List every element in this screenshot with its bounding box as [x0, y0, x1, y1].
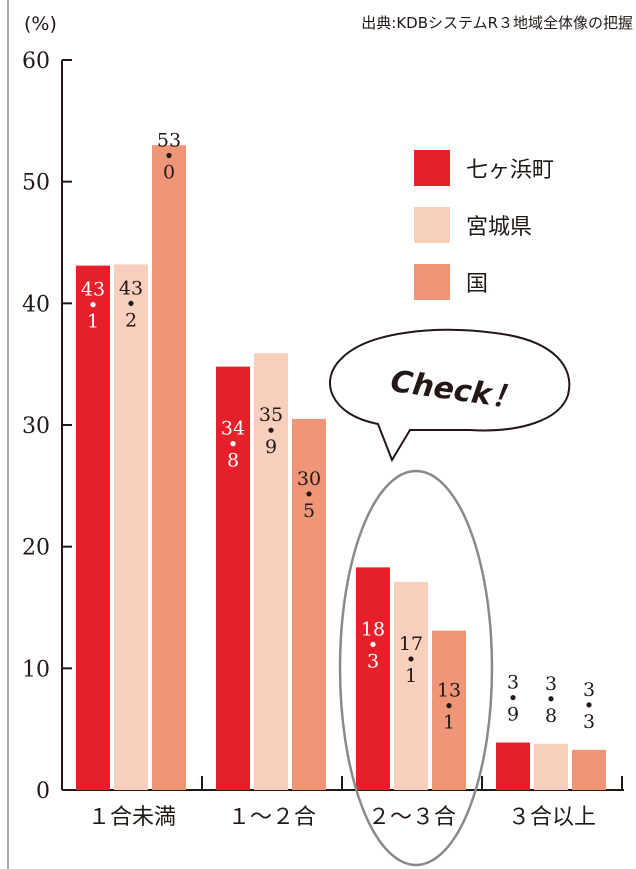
y-tick-label: 50: [22, 171, 50, 196]
value-label-integer: 30: [297, 468, 321, 490]
value-label-integer: 35: [259, 404, 283, 426]
bar: [292, 418, 326, 790]
value-label-decimal-dot: [128, 300, 134, 306]
y-tick-label: 0: [36, 779, 50, 804]
value-label-decimal-dot: [370, 641, 376, 647]
x-category-label: ３合以上: [508, 805, 596, 830]
value-label-decimal: 1: [405, 665, 417, 687]
x-category-label: １合未満: [88, 805, 176, 830]
value-label-decimal-dot: [166, 152, 172, 159]
value-label-integer: 43: [119, 277, 143, 299]
value-label-integer: 18: [361, 618, 385, 640]
check-callout: Check！: [329, 328, 571, 463]
value-label-decimal-dot: [586, 702, 592, 708]
value-label-decimal-dot: [548, 696, 554, 702]
bar: [432, 630, 466, 790]
value-label-integer: 17: [399, 633, 423, 655]
value-label-decimal: 2: [125, 309, 137, 331]
value-label-decimal-dot: [446, 703, 452, 709]
callout-bubble: [329, 328, 571, 463]
bar: [572, 749, 606, 790]
bar: [254, 353, 288, 790]
highlight-ellipse: [338, 469, 494, 867]
value-label-decimal-dot: [268, 427, 274, 433]
value-label-decimal: 8: [227, 450, 239, 472]
legend-swatch: [414, 264, 450, 300]
x-category-label: １～２合: [228, 805, 316, 830]
value-label-decimal: 3: [367, 650, 379, 672]
value-label-decimal: 0: [163, 162, 175, 184]
value-label-decimal: 9: [507, 704, 519, 726]
bar: [356, 567, 390, 790]
value-label-integer: 3: [507, 672, 519, 694]
value-label-decimal-dot: [408, 656, 414, 662]
legend-label: 七ヶ浜町: [466, 158, 554, 183]
bar: [76, 265, 110, 790]
y-tick-label: 30: [22, 414, 50, 439]
bar: [152, 145, 186, 790]
value-label-decimal-dot: [230, 441, 236, 447]
y-axis: 0 10 20 30 40 50 60: [22, 49, 72, 804]
legend-label: 宮城県: [466, 215, 532, 240]
value-label-decimal: 1: [87, 311, 99, 333]
value-label-decimal: 5: [303, 500, 315, 522]
value-label-decimal-dot: [306, 491, 312, 497]
value-label-integer: 34: [221, 418, 245, 440]
bar: [216, 366, 250, 790]
source-note: 出典:KDBシステムR３地域全体像の把握: [361, 14, 633, 32]
y-tick-label: 10: [22, 657, 50, 682]
y-tick-label: 60: [22, 49, 50, 74]
value-label-integer: 3: [583, 679, 595, 701]
bar: [394, 581, 428, 790]
y-unit-label: (%): [24, 13, 57, 35]
value-label-decimal: 3: [583, 711, 595, 733]
value-label-integer: 3: [545, 673, 557, 695]
value-label-decimal: 1: [443, 712, 455, 734]
value-label-decimal-dot: [510, 694, 516, 701]
legend-swatch: [414, 150, 450, 186]
bar: [496, 742, 530, 790]
legend-label: 国: [466, 272, 488, 297]
value-label-decimal-dot: [90, 302, 96, 308]
y-tick-label: 40: [22, 292, 50, 317]
x-axis: １合未満 １～２合 ２～３合 ３合以上: [61, 776, 624, 830]
value-label-integer: 13: [437, 680, 461, 702]
bar: [114, 264, 148, 790]
bar: [534, 743, 568, 790]
value-label-integer: 53: [157, 130, 181, 152]
x-category-label: ２～３合: [368, 805, 456, 830]
value-label-decimal: 8: [545, 705, 557, 727]
value-label-decimal: 9: [265, 436, 277, 458]
value-label-integer: 43: [81, 279, 105, 301]
y-tick-label: 20: [22, 536, 50, 561]
legend-swatch: [414, 207, 450, 243]
bars-group: [76, 145, 606, 790]
